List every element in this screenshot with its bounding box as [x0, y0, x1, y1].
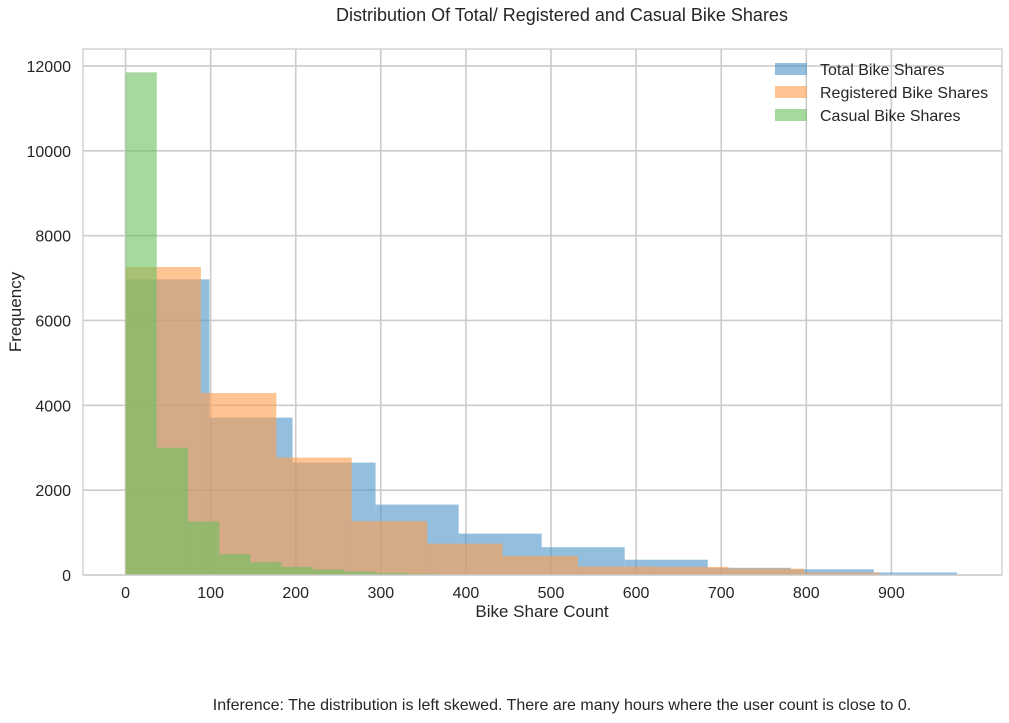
- y-axis-label: Frequency: [6, 271, 25, 352]
- x-tick-label: 700: [708, 585, 735, 602]
- histogram-bar: [281, 566, 313, 575]
- histogram-bar: [873, 572, 957, 575]
- legend-label: Casual Bike Shares: [820, 108, 961, 125]
- y-tick-label: 4000: [35, 398, 71, 415]
- histogram-bars: [125, 72, 957, 576]
- histogram-bar: [351, 521, 428, 575]
- legend-swatch: [775, 86, 807, 98]
- plot-frame: [82, 48, 1003, 576]
- legend-label: Registered Bike Shares: [820, 85, 988, 102]
- x-tick-label: 400: [453, 585, 480, 602]
- chart-title: Distribution Of Total/ Registered and Ca…: [336, 5, 788, 25]
- y-tick-label: 12000: [27, 59, 72, 76]
- inference-caption: Inference: The distribution is left skew…: [212, 697, 912, 714]
- histogram-bar: [156, 447, 189, 575]
- series-3: [125, 72, 438, 576]
- histogram-bar: [728, 568, 805, 575]
- y-tick-label: 10000: [27, 144, 72, 161]
- y-tick-label: 0: [62, 568, 71, 585]
- histogram-bar: [804, 572, 880, 575]
- x-tick-label: 0: [121, 585, 130, 602]
- series-2: [125, 267, 880, 575]
- x-tick-label: 800: [793, 585, 820, 602]
- histogram-bar: [276, 457, 352, 575]
- histogram-bar: [312, 569, 345, 575]
- legend: Total Bike Shares Registered Bike Shares C…: [775, 62, 988, 125]
- histogram-bar: [790, 569, 874, 575]
- y-tick-label: 6000: [35, 313, 71, 330]
- histogram-bar: [427, 543, 503, 575]
- x-tick-label: 100: [197, 585, 224, 602]
- legend-swatch: [775, 63, 807, 75]
- histogram-bar: [250, 562, 282, 575]
- histogram-bar: [653, 566, 729, 575]
- histogram-bar: [502, 555, 578, 575]
- x-axis-label: Bike Share Count: [475, 602, 609, 621]
- histogram-bar: [188, 521, 220, 575]
- histogram-bar: [344, 571, 376, 575]
- x-tick-label: 200: [282, 585, 309, 602]
- y-tick-label: 2000: [35, 483, 71, 500]
- legend-label: Total Bike Shares: [820, 62, 945, 79]
- tick-labels: 0 100 200 300 400 500 600 700 800 900 0 2000 4000 600…: [27, 59, 905, 602]
- x-tick-label: 300: [367, 585, 394, 602]
- x-tick-label: 600: [623, 585, 650, 602]
- y-tick-label: 8000: [35, 229, 71, 246]
- histogram-chart: Distribution Of Total/ Registered and Ca…: [6, 5, 1003, 621]
- x-tick-label: 500: [538, 585, 565, 602]
- histogram-bar: [219, 554, 251, 575]
- x-tick-label: 900: [878, 585, 905, 602]
- histogram-bar: [125, 72, 157, 576]
- legend-swatch: [775, 109, 807, 121]
- histogram-bar: [577, 566, 654, 575]
- histogram-bar: [375, 572, 407, 575]
